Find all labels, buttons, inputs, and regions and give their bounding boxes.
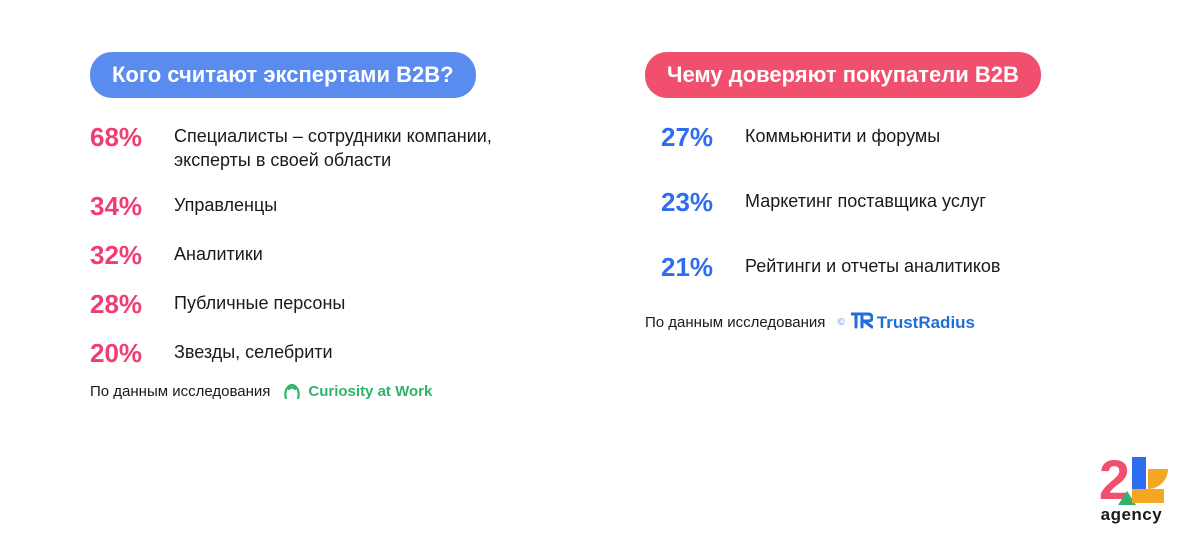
copyright-icon: © [837, 317, 844, 328]
pct-value: 20% [90, 338, 158, 369]
list-item: 68% Специалисты – сотрудники компании, э… [90, 122, 565, 173]
trustradius-logo: © TrustRadius [837, 311, 975, 334]
right-header-pill: Чему доверяют покупатели B2B [645, 52, 1041, 98]
logo-quarter-icon [1148, 469, 1168, 489]
list-item: 28% Публичные персоны [90, 289, 565, 320]
item-label: Публичные персоны [174, 289, 345, 315]
item-label: Управленцы [174, 191, 277, 217]
tr-monogram-icon [851, 311, 873, 334]
agency-logo: 2 agency [1099, 457, 1164, 525]
list-item: 34% Управленцы [90, 191, 565, 222]
list-item: 20% Звезды, селебрити [90, 338, 565, 369]
pct-value: 68% [90, 122, 158, 153]
item-label: Коммьюнити и форумы [745, 122, 940, 148]
monkey-icon [282, 383, 302, 399]
item-label: Маркетинг поставщика услуг [745, 187, 986, 213]
pct-value: 28% [90, 289, 158, 320]
infographic-container: Кого считают экспертами B2B? 68% Специал… [0, 0, 1200, 400]
logo-glyph-l [1132, 457, 1164, 503]
item-label: Аналитики [174, 240, 263, 266]
right-column: Чему доверяют покупатели B2B 27% Коммьюн… [645, 52, 1120, 400]
item-label: Рейтинги и отчеты аналитиков [745, 252, 1001, 278]
source-prefix: По данным исследования [645, 314, 825, 331]
pct-value: 27% [661, 122, 729, 153]
logo-l-horizontal [1132, 489, 1164, 503]
item-label: Звезды, селебрити [174, 338, 333, 364]
pct-value: 23% [661, 187, 729, 218]
trustradius-logo-text: TrustRadius [877, 313, 975, 333]
list-item: 27% Коммьюнити и форумы [661, 122, 1120, 153]
list-item: 23% Маркетинг поставщика услуг [661, 187, 1120, 218]
right-items-list: 27% Коммьюнити и форумы 23% Маркетинг по… [645, 122, 1120, 283]
left-items-list: 68% Специалисты – сотрудники компании, э… [90, 122, 565, 369]
pct-value: 34% [90, 191, 158, 222]
list-item: 21% Рейтинги и отчеты аналитиков [661, 252, 1120, 283]
left-source-row: По данным исследования Curiosity at Work [90, 383, 565, 400]
left-column: Кого считают экспертами B2B? 68% Специал… [90, 52, 565, 400]
list-item: 32% Аналитики [90, 240, 565, 271]
right-source-row: По данным исследования © TrustRadius [645, 311, 1120, 334]
left-header-pill: Кого считают экспертами B2B? [90, 52, 476, 98]
pct-value: 32% [90, 240, 158, 271]
source-prefix: По данным исследования [90, 383, 270, 400]
agency-label: agency [1099, 505, 1164, 525]
curiosity-at-work-logo: Curiosity at Work [282, 383, 432, 400]
pct-value: 21% [661, 252, 729, 283]
agency-logo-mark: 2 [1099, 457, 1164, 503]
item-label: Специалисты – сотрудники компании, экспе… [174, 122, 565, 173]
curiosity-logo-text: Curiosity at Work [308, 383, 432, 400]
